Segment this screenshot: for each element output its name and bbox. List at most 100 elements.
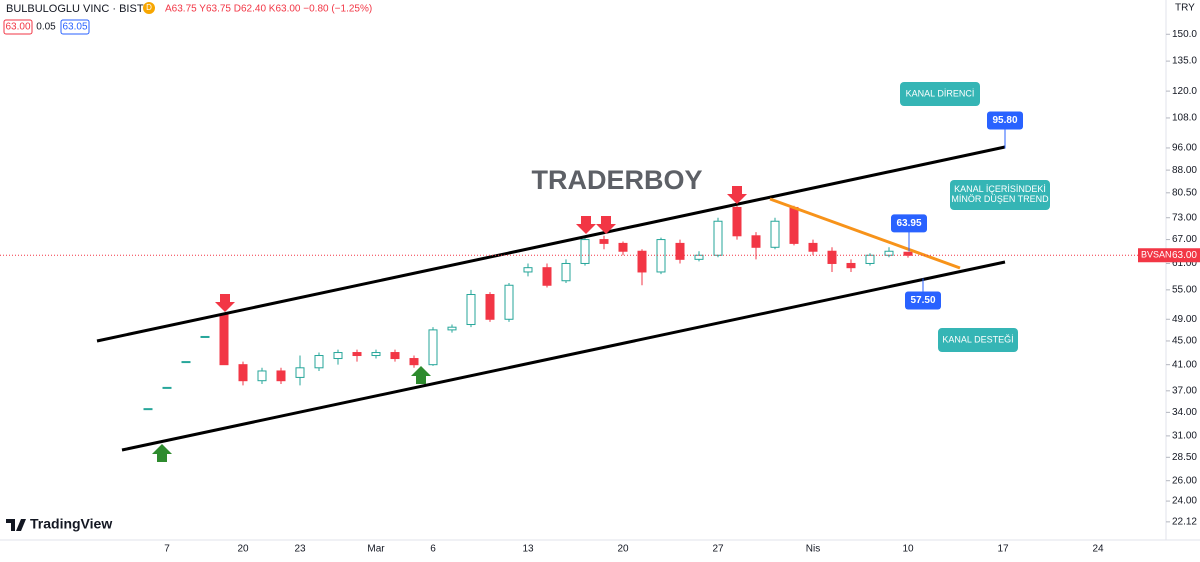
y-tick-label: 45.00: [1172, 336, 1197, 347]
candle-body: [732, 206, 742, 237]
y-tick-label: 49.00: [1172, 314, 1197, 325]
arrow-down: [215, 294, 235, 312]
channel-lower: [121, 260, 1006, 452]
candle-body: [770, 220, 780, 248]
candle-body: [713, 220, 723, 256]
y-tick-label: 67.00: [1172, 234, 1197, 245]
candle-body: [903, 251, 913, 256]
price-mark-label: 63.95: [896, 218, 921, 229]
symbol: BULBULOGLU VINC · BIST: [6, 3, 144, 15]
candle-body: [181, 361, 191, 364]
candle-body: [466, 294, 476, 326]
candle-body: [219, 313, 229, 366]
candle-body: [257, 370, 267, 382]
candle-body: [637, 250, 647, 273]
x-tick-label: Mar: [367, 544, 385, 555]
price-mark-label: 57.50: [910, 295, 935, 306]
y-tick-label: 34.00: [1172, 407, 1197, 418]
price-mark-box: [987, 111, 1023, 130]
candle-body: [694, 254, 704, 260]
candle-body: [485, 294, 495, 320]
y-tick-label: 135.0: [1172, 56, 1197, 67]
ask: 63.05: [62, 22, 87, 33]
candle-body: [561, 262, 571, 282]
y-tick-label: 26.00: [1172, 475, 1197, 486]
last-price-name: BVSAN: [1141, 250, 1172, 260]
candle-body: [238, 364, 248, 382]
candle-body: [276, 370, 286, 382]
callout-box: KANAL İÇERİSİNDEKİ MİNÖR DÜŞEN TREND: [951, 184, 1049, 204]
arrow-down: [727, 186, 747, 204]
candle-body: [827, 250, 837, 264]
y-tick-label: 96.00: [1172, 143, 1197, 154]
badge: [143, 2, 155, 14]
candle-body: [846, 262, 856, 269]
candle-body: [409, 358, 419, 366]
candle-body: [599, 239, 609, 244]
y-tick-label: 120.0: [1172, 86, 1197, 97]
candle-body: [865, 254, 875, 264]
price-mark-label: 95.80: [992, 115, 1017, 126]
last-price-label: 63.00: [1172, 250, 1197, 261]
candle-body: [390, 352, 400, 360]
badge-text: D: [146, 3, 152, 12]
candle-body: [789, 206, 799, 244]
candle-body: [352, 352, 362, 357]
candle-body: [523, 267, 533, 273]
ohlc: A63.75 Y63.75 D62.40 K63.00 −0.80 (−1.25…: [165, 4, 372, 15]
price-mark-box: [905, 291, 941, 310]
callout-text: KANAL DESTEĞİ: [942, 334, 1013, 344]
spread: 0.05: [36, 22, 56, 33]
logo-icon: [6, 519, 26, 531]
candle-body: [428, 329, 438, 366]
currency: TRY: [1175, 3, 1195, 14]
x-tick-label: 17: [997, 544, 1009, 555]
y-tick-label: 150.0: [1172, 29, 1197, 40]
y-tick-label: 41.00: [1172, 359, 1197, 370]
x-tick-label: Nis: [806, 544, 820, 555]
callout: [900, 82, 980, 106]
y-tick-label: 22.12: [1172, 517, 1197, 528]
arrows-down: [215, 186, 747, 312]
candle-body: [162, 386, 172, 389]
y-tick-label: 31.00: [1172, 431, 1197, 442]
y-tick-label: 80.50: [1172, 187, 1197, 198]
plot: [143, 205, 913, 411]
channel-upper: [96, 145, 1006, 343]
arrows-up: [152, 366, 431, 462]
logo: TradingView: [30, 516, 112, 532]
bid: 63.00: [5, 22, 30, 33]
candle-body: [200, 335, 210, 338]
ask-box: [60, 19, 90, 35]
callout-text: KANAL DİRENCİ: [906, 88, 975, 98]
x-tick-label: 6: [430, 544, 436, 555]
callout-text: KANAL İÇERİSİNDEKİ MİNÖR DÜŞEN TREND: [951, 184, 1049, 204]
y-tick-label: 73.00: [1172, 212, 1197, 223]
candle-body: [675, 242, 685, 260]
candle-body: [504, 284, 514, 320]
x-tick-label: 20: [237, 544, 249, 555]
callout: [950, 180, 1050, 210]
candle-body: [542, 267, 552, 286]
candle-body: [295, 367, 305, 378]
y-tick-label: 108.0: [1172, 113, 1197, 124]
candle-body: [143, 408, 153, 411]
trend-line: [769, 197, 961, 270]
arrow-down: [576, 216, 596, 234]
arrow-up: [411, 366, 431, 384]
watermark: TRADERBOY: [531, 165, 702, 195]
x-tick-label: 23: [294, 544, 306, 555]
last-price-box: [1138, 248, 1200, 263]
x-tick-label: 27: [712, 544, 724, 555]
candle-body: [884, 250, 894, 256]
y-tick-label: 88.00: [1172, 165, 1197, 176]
candle-body: [333, 352, 343, 360]
x-tick-label: 13: [522, 544, 534, 555]
arrow-down: [596, 216, 616, 234]
y-tick-label: 55.00: [1172, 284, 1197, 295]
x-tick-label: 20: [617, 544, 629, 555]
price-mark-box: [891, 214, 927, 233]
candle-body: [314, 355, 324, 369]
candle-body: [751, 235, 761, 248]
